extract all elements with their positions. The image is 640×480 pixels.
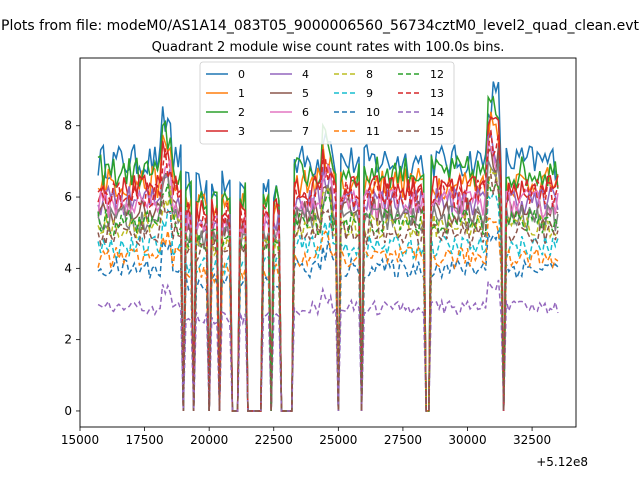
legend-label: 2 [238,106,245,119]
legend-label: 4 [302,68,309,81]
legend-label: 0 [238,68,245,81]
series-line-7 [97,160,559,412]
legend-frame [199,61,455,145]
legend-label: 10 [366,106,380,119]
legend-label: 6 [302,106,309,119]
legend-label: 9 [366,87,373,100]
series-line-8 [97,166,559,412]
series-line-12 [97,180,559,412]
series-line-15 [97,171,559,412]
x-tick-label: 22500 [255,433,293,447]
legend-label: 14 [430,106,444,119]
x-tick-label: 30000 [448,433,486,447]
series-line-11 [97,217,559,412]
x-axis: 15000 17500 20000 22500 25000 27500 30000 32500 [61,427,551,447]
y-axis: 0 2 4 6 8 [64,119,80,418]
x-tick-label: 32500 [513,433,551,447]
x-tick-label: 15000 [61,433,99,447]
axes-frame [79,57,577,428]
legend-label: 3 [238,125,245,138]
series-line-6 [97,140,559,412]
legend-label: 11 [366,125,380,138]
axes-title: Quadrant 2 module wise count rates with … [152,40,505,55]
legend-label: 15 [430,125,444,138]
x-tick-label: 20000 [190,433,228,447]
figure-suptitle: Plots from file: modeM0/AS1A14_083T05_90… [1,18,639,34]
y-tick-label: 8 [64,119,72,133]
series-line-13 [97,129,559,412]
legend-label: 1 [238,87,245,100]
x-tick-label: 27500 [384,433,422,447]
legend-label: 13 [430,87,444,100]
legend-label: 12 [430,68,444,81]
series-line-10 [97,230,559,412]
series-line-14 [97,279,559,412]
legend-label: 8 [366,68,373,81]
plot-lines [97,81,559,412]
y-tick-label: 4 [64,261,72,275]
y-tick-label: 2 [64,333,72,347]
x-offset-label: +5.12e8 [536,455,588,469]
legend-label: 5 [302,87,309,100]
series-line-1 [97,111,559,412]
x-tick-label: 17500 [125,433,163,447]
legend-label: 7 [302,125,309,138]
y-tick-label: 0 [64,404,72,418]
y-tick-label: 6 [64,190,72,204]
x-tick-label: 25000 [319,433,357,447]
